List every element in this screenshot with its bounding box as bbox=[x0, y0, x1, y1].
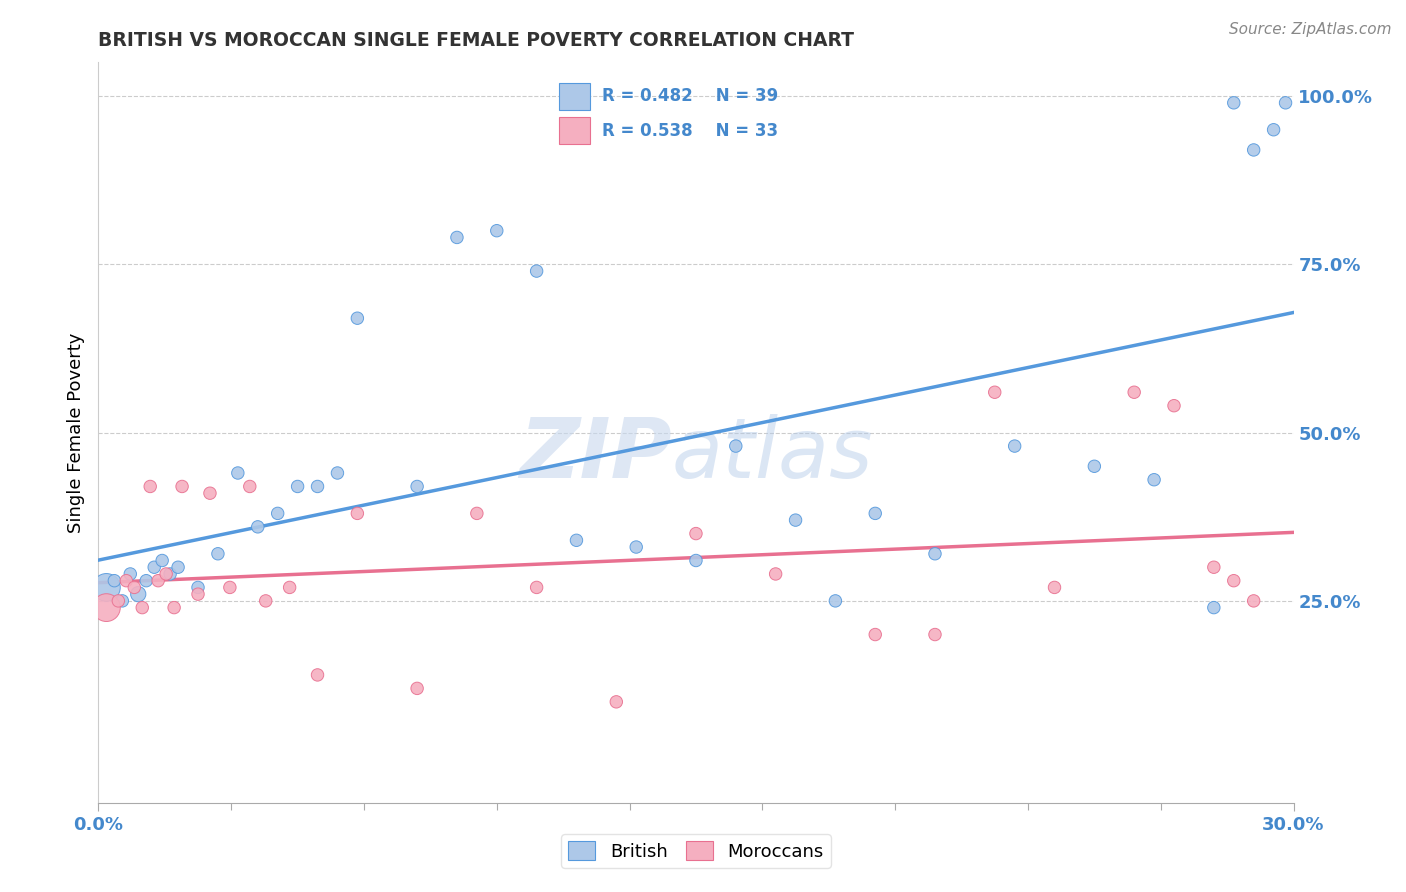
Point bbox=[1083, 459, 1105, 474]
Point bbox=[785, 513, 807, 527]
Point bbox=[120, 566, 142, 581]
Point bbox=[1274, 95, 1296, 110]
Point bbox=[1004, 439, 1026, 453]
Point bbox=[1223, 95, 1246, 110]
Point bbox=[143, 560, 166, 574]
Point bbox=[239, 479, 262, 493]
Text: Source: ZipAtlas.com: Source: ZipAtlas.com bbox=[1229, 22, 1392, 37]
Point bbox=[565, 533, 588, 548]
Point bbox=[865, 627, 887, 641]
Legend: British, Moroccans: British, Moroccans bbox=[561, 834, 831, 868]
Point bbox=[172, 479, 194, 493]
Point bbox=[765, 566, 787, 581]
Point bbox=[246, 520, 269, 534]
Point bbox=[406, 681, 429, 696]
Point bbox=[1043, 581, 1066, 595]
Point bbox=[278, 581, 301, 595]
Point bbox=[1243, 594, 1265, 608]
Point bbox=[115, 574, 138, 588]
Point bbox=[287, 479, 309, 493]
Point bbox=[150, 553, 173, 567]
Point bbox=[1202, 560, 1225, 574]
Point bbox=[526, 581, 548, 595]
Point bbox=[307, 668, 329, 682]
Point bbox=[1123, 385, 1146, 400]
Point bbox=[219, 581, 242, 595]
Point bbox=[526, 264, 548, 278]
Point bbox=[226, 466, 249, 480]
Point bbox=[1163, 399, 1185, 413]
Point bbox=[187, 587, 209, 601]
Point bbox=[267, 507, 290, 521]
Point bbox=[406, 479, 429, 493]
Point bbox=[159, 566, 181, 581]
Point bbox=[198, 486, 221, 500]
Point bbox=[124, 581, 146, 595]
Text: BRITISH VS MOROCCAN SINGLE FEMALE POVERTY CORRELATION CHART: BRITISH VS MOROCCAN SINGLE FEMALE POVERT… bbox=[98, 30, 855, 50]
Point bbox=[984, 385, 1007, 400]
Y-axis label: Single Female Poverty: Single Female Poverty bbox=[66, 333, 84, 533]
Point bbox=[685, 553, 707, 567]
Point bbox=[111, 594, 134, 608]
Point bbox=[148, 574, 170, 588]
Text: ZIP: ZIP bbox=[519, 414, 672, 495]
Point bbox=[96, 600, 118, 615]
Point bbox=[346, 507, 368, 521]
Point bbox=[135, 574, 157, 588]
Point bbox=[163, 600, 186, 615]
Point bbox=[865, 507, 887, 521]
Point bbox=[307, 479, 329, 493]
Point bbox=[1202, 600, 1225, 615]
Point bbox=[685, 526, 707, 541]
Point bbox=[103, 574, 125, 588]
Point bbox=[626, 540, 648, 554]
Point bbox=[724, 439, 747, 453]
Point bbox=[824, 594, 846, 608]
Point bbox=[139, 479, 162, 493]
Point bbox=[1143, 473, 1166, 487]
Point bbox=[155, 566, 177, 581]
Point bbox=[465, 507, 488, 521]
Point bbox=[1243, 143, 1265, 157]
Point bbox=[187, 581, 209, 595]
Point bbox=[254, 594, 277, 608]
Point bbox=[485, 224, 508, 238]
Point bbox=[924, 627, 946, 641]
Point bbox=[107, 594, 129, 608]
Point bbox=[1263, 122, 1285, 136]
Point bbox=[605, 695, 627, 709]
Point bbox=[924, 547, 946, 561]
Text: atlas: atlas bbox=[672, 414, 873, 495]
Point bbox=[1223, 574, 1246, 588]
Point bbox=[346, 311, 368, 326]
Point bbox=[207, 547, 229, 561]
Point bbox=[96, 581, 118, 595]
Point bbox=[326, 466, 349, 480]
Point bbox=[127, 587, 149, 601]
Point bbox=[446, 230, 468, 244]
Point bbox=[131, 600, 153, 615]
Point bbox=[167, 560, 190, 574]
